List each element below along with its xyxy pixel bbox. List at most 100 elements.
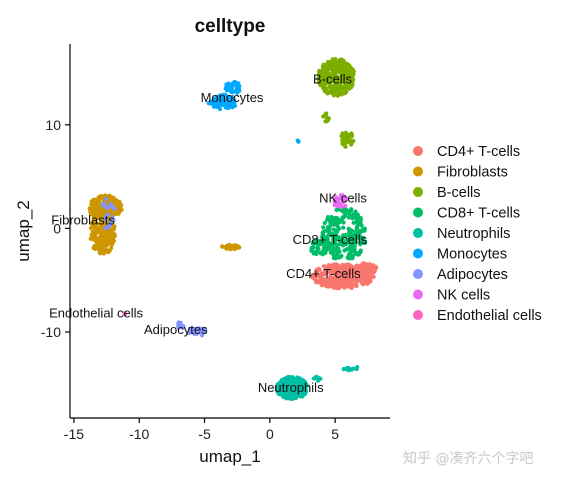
data-point (284, 383, 289, 388)
data-point (196, 326, 201, 331)
data-point (106, 241, 111, 246)
data-point (90, 222, 95, 228)
data-point (100, 233, 105, 238)
series-cd8-t-cells (309, 206, 368, 261)
legend: CD4+ T-cells Fibroblasts B-cells CD8+ T-cel… (413, 144, 542, 324)
data-point (98, 211, 103, 216)
data-point (92, 246, 98, 251)
data-point (336, 202, 341, 207)
x-tick-label: 0 (266, 426, 274, 442)
data-point (212, 96, 217, 101)
data-point (225, 105, 230, 110)
data-point (326, 230, 332, 235)
data-point (299, 393, 304, 398)
data-point (351, 138, 356, 144)
data-point (350, 284, 355, 289)
data-point (357, 228, 363, 233)
data-point (110, 214, 115, 220)
legend-label: Endothelial cells (437, 308, 542, 324)
data-point (329, 241, 334, 246)
data-point (350, 76, 355, 81)
cluster-label: Neutrophils (258, 380, 324, 395)
series-neutrophils (274, 365, 360, 402)
data-point (101, 243, 106, 249)
data-point (278, 383, 283, 388)
data-point (88, 226, 93, 231)
x-axis-ticks: -15 -10 -5 0 5 (64, 418, 339, 442)
data-point (331, 285, 336, 290)
data-point (192, 331, 197, 336)
data-point (335, 216, 340, 221)
data-point (347, 240, 352, 245)
legend-swatch (413, 228, 423, 238)
data-point (353, 237, 358, 242)
data-point (94, 206, 100, 211)
data-point (319, 279, 324, 285)
data-point (95, 241, 100, 246)
data-point (339, 253, 344, 258)
data-point (333, 256, 338, 261)
data-point (285, 376, 290, 381)
data-point (343, 80, 348, 86)
data-point (274, 384, 279, 389)
data-point (325, 217, 330, 222)
data-point (347, 229, 352, 235)
data-point (365, 275, 370, 280)
data-point (293, 379, 298, 384)
data-point (290, 396, 295, 401)
legend-label: CD8+ T-cells (437, 206, 520, 222)
cluster-label: Adipocytes (144, 322, 208, 337)
data-point (302, 388, 307, 393)
data-point (232, 102, 237, 107)
data-point (200, 333, 205, 338)
data-point (370, 270, 375, 275)
cluster-label: CD4+ T-cells (286, 266, 361, 281)
data-point (90, 200, 95, 205)
data-point (89, 207, 94, 212)
data-point (354, 265, 359, 270)
data-point (366, 268, 371, 273)
data-point (340, 277, 345, 282)
data-point (321, 238, 326, 244)
data-point (110, 204, 115, 209)
cluster-label: Fibroblasts (51, 212, 115, 227)
data-point (93, 226, 98, 231)
data-point (333, 233, 338, 238)
data-point (343, 242, 348, 247)
data-point (332, 238, 337, 243)
data-point (338, 90, 343, 95)
series-endothelial-cells (122, 311, 127, 317)
data-point (233, 243, 238, 248)
data-point (335, 78, 340, 83)
data-point (98, 206, 103, 211)
data-point (361, 268, 366, 273)
legend-label: Adipocytes (437, 267, 508, 283)
data-point (98, 220, 103, 225)
data-point (106, 250, 111, 255)
data-point (333, 195, 338, 200)
data-point (342, 280, 347, 285)
data-point (362, 239, 368, 244)
legend-swatch (413, 289, 423, 300)
data-point (187, 326, 192, 332)
data-point (322, 220, 327, 226)
data-point (326, 117, 331, 122)
data-point (325, 225, 331, 230)
data-point (103, 214, 108, 220)
data-point (350, 73, 355, 78)
cluster-label: Endothelial cells (49, 306, 143, 321)
data-point (321, 282, 326, 287)
data-point (228, 244, 233, 249)
data-point (316, 76, 321, 81)
data-point (355, 223, 360, 228)
data-point (329, 215, 334, 220)
data-point (237, 88, 242, 93)
data-point (324, 278, 329, 284)
data-point (339, 284, 344, 289)
data-point (336, 85, 341, 90)
data-point (349, 131, 354, 137)
series-fibroblasts (87, 193, 242, 256)
legend-label: Monocytes (437, 247, 507, 263)
